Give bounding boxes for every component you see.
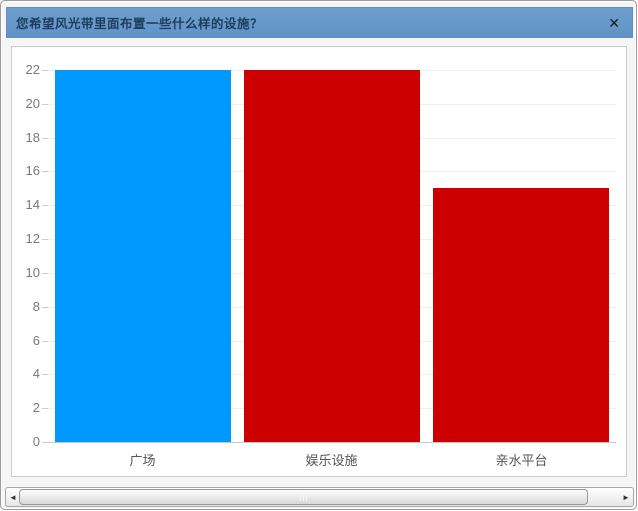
bar-亲水平台 <box>433 188 609 442</box>
y-tick-mark <box>42 70 48 71</box>
scrollbar-thumb[interactable] <box>19 489 588 505</box>
scrollbar-right-arrow-icon[interactable]: ► <box>622 492 630 502</box>
y-tick-label: 14 <box>25 197 40 212</box>
x-axis-line <box>48 442 616 443</box>
x-tick-label: 广场 <box>129 453 156 468</box>
y-tick-mark <box>42 408 48 409</box>
y-tick-label: 22 <box>25 62 40 77</box>
bar-广场 <box>55 70 231 442</box>
y-tick-mark <box>42 205 48 206</box>
y-tick-label: 10 <box>25 265 40 280</box>
y-tick-label: 4 <box>32 366 40 381</box>
y-tick-mark <box>42 239 48 240</box>
y-tick-label: 16 <box>25 163 40 178</box>
y-tick-label: 18 <box>25 130 40 145</box>
dialog-titlebar: 您希望风光带里面布置一些什么样的设施？ ✕ <box>6 7 633 38</box>
dialog-title: 您希望风光带里面布置一些什么样的设施？ <box>16 17 264 31</box>
x-tick-label: 亲水平台 <box>495 453 548 468</box>
y-tick-mark <box>42 307 48 308</box>
y-tick-label: 6 <box>32 333 40 348</box>
y-tick-mark <box>42 171 48 172</box>
y-tick-mark <box>42 138 48 139</box>
y-tick-label: 2 <box>32 400 40 415</box>
x-tick-label: 娱乐设施 <box>305 453 358 468</box>
y-tick-mark <box>42 341 48 342</box>
y-tick-mark <box>42 273 48 274</box>
horizontal-scrollbar[interactable]: ◄ ► <box>5 487 634 507</box>
y-tick-label: 12 <box>25 231 40 246</box>
y-tick-label: 20 <box>25 96 40 111</box>
y-tick-mark <box>42 374 48 375</box>
y-tick-label: 0 <box>32 434 40 449</box>
scrollbar-grip-icon <box>300 493 307 501</box>
y-tick-mark <box>42 104 48 105</box>
y-tick-mark <box>42 442 48 443</box>
chart-panel: 0 2 4 6 8 10 12 14 16 18 20 22 广场 娱乐设施 亲水平台 <box>11 46 627 477</box>
y-tick-label: 8 <box>32 299 40 314</box>
close-icon[interactable]: ✕ <box>608 14 620 31</box>
scrollbar-left-arrow-icon[interactable]: ◄ <box>9 492 17 502</box>
bar-娱乐设施 <box>244 70 420 442</box>
